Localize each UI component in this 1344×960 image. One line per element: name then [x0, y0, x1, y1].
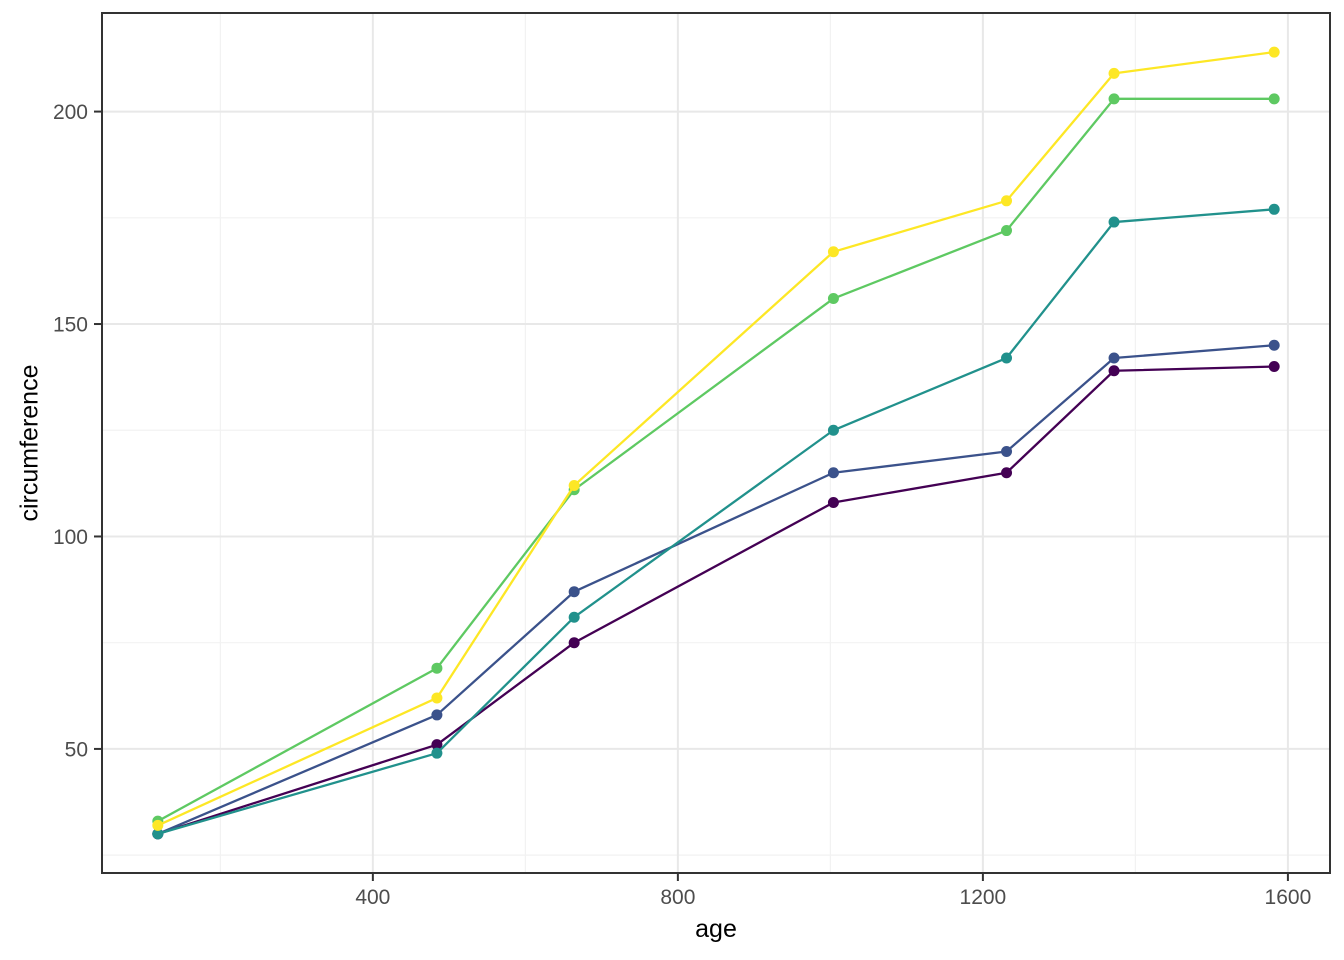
y-tick-label: 150	[53, 314, 88, 337]
y-axis-title: circumference	[15, 364, 44, 522]
y-tick-label: 100	[53, 526, 88, 549]
series-yellow-point	[568, 479, 580, 491]
series-teal-point	[1001, 352, 1013, 364]
series-green-point	[431, 662, 443, 674]
series-purple-point	[568, 637, 580, 649]
series-yellow-point	[152, 819, 164, 831]
y-tick-label: 50	[65, 738, 88, 761]
series-purple-point	[431, 739, 443, 751]
series-green-point	[1268, 93, 1280, 105]
series-teal-point	[827, 424, 839, 436]
series-teal-point	[431, 747, 443, 759]
x-tick-label: 1600	[1265, 886, 1312, 909]
series-purple-point	[827, 496, 839, 508]
series-teal-point	[152, 828, 164, 840]
series-purple-point	[1001, 467, 1013, 479]
series-teal-point	[568, 611, 580, 623]
y-tick-label: 200	[53, 101, 88, 124]
series-blue-point	[431, 709, 443, 721]
series-blue-point	[1268, 339, 1280, 351]
x-tick-label: 1200	[960, 886, 1007, 909]
series-yellow-point	[1001, 195, 1013, 207]
series-green-point	[827, 293, 839, 305]
series-yellow-point	[1108, 67, 1120, 79]
series-blue-point	[827, 467, 839, 479]
series-yellow-point	[1268, 46, 1280, 58]
series-blue-point	[568, 586, 580, 598]
series-teal-point	[1268, 203, 1280, 215]
series-purple-point	[1108, 365, 1120, 377]
series-yellow-point	[431, 692, 443, 704]
x-tick-label: 400	[355, 886, 390, 909]
series-blue-point	[1108, 352, 1120, 364]
series-teal-point	[1108, 216, 1120, 228]
series-yellow-point	[827, 246, 839, 258]
series-green-point	[1001, 225, 1013, 237]
series-green-point	[1108, 93, 1120, 105]
series-purple-point	[1268, 361, 1280, 373]
x-tick-label: 800	[660, 886, 695, 909]
panel-border	[101, 12, 1331, 874]
x-axis-title: age	[695, 915, 737, 943]
panel-background	[102, 13, 1330, 873]
series-blue-point	[1001, 445, 1013, 457]
